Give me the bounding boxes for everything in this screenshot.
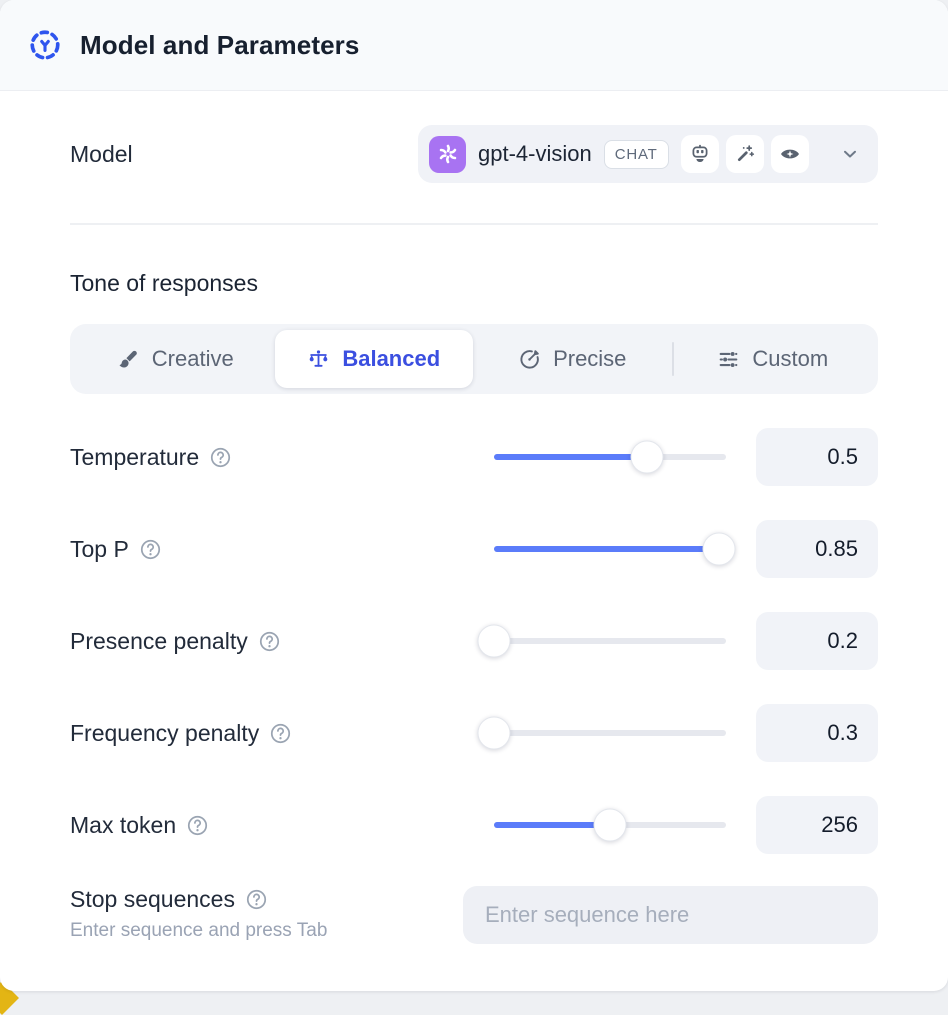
slider-track[interactable] [494,532,736,566]
param-label: Max token [70,812,494,839]
temperature-slider[interactable] [494,440,726,474]
slider-track[interactable] [494,440,726,474]
magic-wand-icon [734,143,756,165]
sliders-icon [717,348,740,371]
tab-label: Custom [752,346,829,371]
stop-sequences-label: Stop sequences [70,886,235,912]
tab-label: Precise [553,346,627,371]
param-row-max-token: Max token 256 [70,796,878,854]
magic-wand-badge [725,135,764,173]
param-label-text: Top P [70,535,129,562]
help-icon[interactable] [258,630,281,653]
slider-thumb[interactable] [702,532,736,566]
model-type-badge: CHAT [603,139,669,169]
section-divider [70,223,878,225]
slider-fill [494,822,610,828]
tab-custom[interactable]: Custom [674,330,873,388]
param-row-temperature: Temperature 0.5 [70,428,878,486]
stop-sequences-hint: Enter sequence and press Tab [70,920,328,941]
param-label-text: Frequency penalty [70,719,260,746]
presence-penalty-slider[interactable] [477,624,726,658]
param-label: Top P [70,536,494,563]
slider-thumb[interactable] [593,808,627,842]
tone-heading: Tone of responses [70,270,258,296]
slider-thumb[interactable] [477,716,511,750]
max-token-slider[interactable] [494,808,726,842]
tone-tab-group: Creative Balanced Precise Custom [70,324,878,394]
slider-track[interactable] [494,808,726,842]
slider-thumb[interactable] [630,440,664,474]
stop-sequence-input[interactable] [463,886,878,944]
param-row-top-p: Top P 0.85 [70,520,878,578]
vision-eye-badge [770,135,809,173]
tab-label: Creative [151,346,234,371]
tab-label: Balanced [342,346,441,371]
tab-precise[interactable]: Precise [473,330,672,388]
model-select[interactable]: gpt-4-vision CHAT [418,125,878,183]
panel-content: Model gpt-4-vision CHAT Tone of response… [0,125,948,944]
param-label-text: Presence penalty [70,627,248,654]
help-icon[interactable] [139,538,162,561]
param-label: Presence penalty [70,628,494,655]
openai-logo [435,141,461,167]
model-row: Model gpt-4-vision CHAT [70,125,878,183]
scales-icon [307,348,330,371]
vision-eye-icon [779,143,801,165]
robot-icon [689,143,711,165]
param-row-frequency-penalty: Frequency penalty 0.3 [70,704,878,762]
temperature-value[interactable]: 0.5 [756,428,878,486]
param-label-text: Temperature [70,443,200,470]
frequency-penalty-slider[interactable] [477,716,726,750]
slider-fill [494,454,648,460]
model-name: gpt-4-vision [478,141,592,166]
help-icon[interactable] [209,446,232,469]
panel-header: Model and Parameters [0,0,948,91]
chevron-down-icon [840,144,860,164]
param-row-presence-penalty: Presence penalty 0.2 [70,612,878,670]
target-icon [518,348,541,371]
slider-track[interactable] [477,716,726,750]
model-selector-icon [28,28,62,62]
panel-title: Model and Parameters [80,29,360,60]
model-label: Model [70,140,133,167]
param-label-text: Max token [70,811,177,838]
robot-badge [680,135,719,173]
frequency-penalty-value[interactable]: 0.3 [756,704,878,762]
slider-track[interactable] [477,624,726,658]
tab-divider [671,342,674,376]
param-label: Temperature [70,444,494,471]
help-icon[interactable] [269,722,292,745]
tab-balanced[interactable]: Balanced [274,330,473,388]
model-parameters-panel: Model and Parameters Model gpt-4-vision … [0,0,948,991]
presence-penalty-value[interactable]: 0.2 [756,612,878,670]
top-p-slider[interactable] [494,532,736,566]
tab-creative[interactable]: Creative [76,330,275,388]
stop-sequences-label-block: Stop sequences Enter sequence and press … [70,886,463,942]
provider-logo-badge [429,135,466,173]
slider-thumb[interactable] [477,624,511,658]
parameter-list: Temperature 0.5 Top P 0.85 Presence pena… [70,428,878,854]
model-capability-badges [680,135,809,173]
help-icon[interactable] [245,888,268,911]
max-token-value[interactable]: 256 [756,796,878,854]
top-p-value[interactable]: 0.85 [756,520,878,578]
help-icon[interactable] [186,814,209,837]
slider-fill [494,546,720,552]
stop-sequences-row: Stop sequences Enter sequence and press … [70,886,878,944]
paintbrush-icon [117,348,140,371]
param-label: Frequency penalty [70,720,494,747]
